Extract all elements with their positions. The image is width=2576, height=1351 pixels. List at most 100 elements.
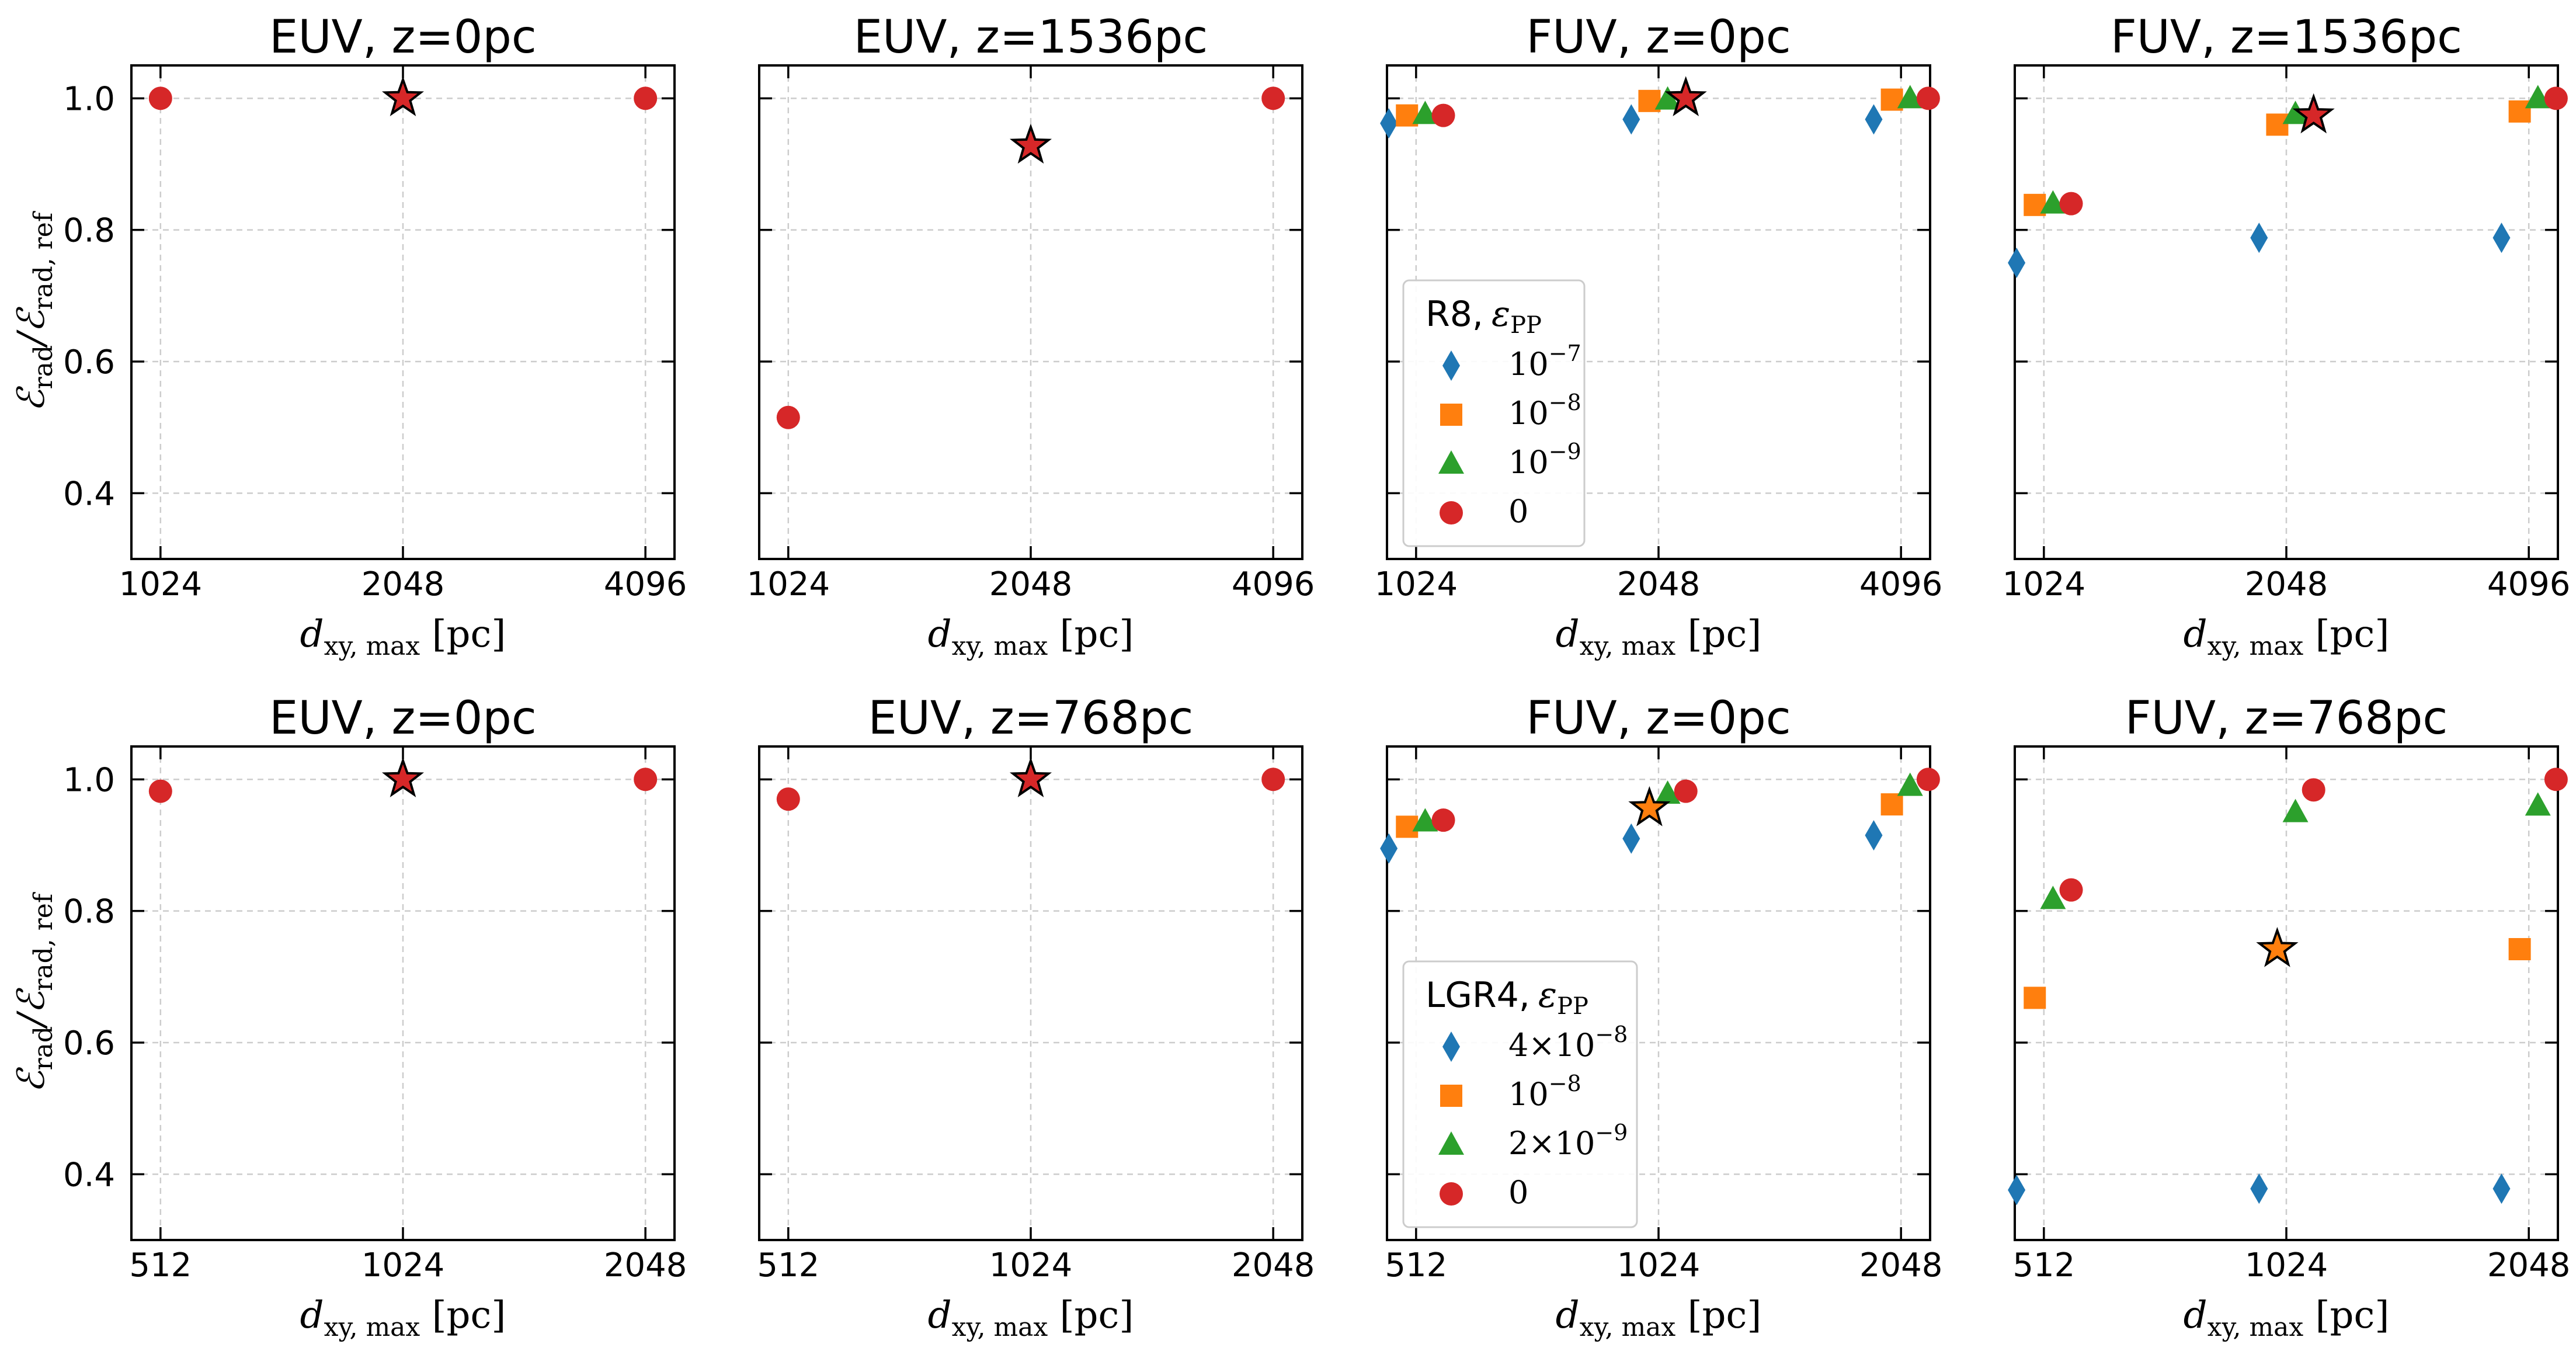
triangle-marker xyxy=(1654,780,1681,804)
star-reference-marker xyxy=(381,757,425,798)
triangle-legend-marker xyxy=(1438,450,1464,474)
triangle-marker xyxy=(2040,885,2066,909)
axes-frame xyxy=(1386,745,1931,1241)
panel-7: FUV, z=0pc 512 1024 2048 dxy, max [pc] LGR4, ε… xyxy=(1380,692,1942,1342)
panel-title: FUV, z=768pc xyxy=(2125,692,2448,745)
triangle-marker xyxy=(2040,190,2066,214)
y-tick-label: 1.0 xyxy=(63,80,115,118)
square-marker xyxy=(2508,938,2531,961)
axes-frame xyxy=(2014,64,2559,560)
circle-marker xyxy=(2059,192,2083,216)
diamond-legend-marker xyxy=(1442,350,1460,381)
panel-6: EUV, z=768pc 512 1024 2048 dxy, max [pc] xyxy=(757,692,1315,1342)
circle-marker xyxy=(1916,86,1940,110)
x-axis-label: dxy, max [pc] xyxy=(300,613,506,661)
x-tick-label: 4096 xyxy=(604,565,687,603)
diamond-marker xyxy=(2250,1173,2268,1204)
legend-entry-label: 0 xyxy=(1508,1174,1528,1211)
panel-title: EUV, z=0pc xyxy=(269,11,537,64)
circle-marker xyxy=(1431,808,1455,832)
square-legend-marker xyxy=(1440,404,1462,426)
legend-title: LGR4, εPP xyxy=(1426,975,1588,1020)
star-reference-marker xyxy=(2292,93,2335,134)
panel-title: EUV, z=1536pc xyxy=(854,11,1208,64)
x-tick-label: 2048 xyxy=(1232,1246,1315,1284)
x-axis-label: dxy, max [pc] xyxy=(2184,1294,2390,1342)
circle-marker xyxy=(1261,767,1285,791)
star-reference-marker xyxy=(1664,76,1707,117)
x-tick-label: 2048 xyxy=(604,1246,687,1284)
x-tick-label: 512 xyxy=(2012,1246,2075,1284)
square-marker xyxy=(2266,113,2289,136)
triangle-marker xyxy=(1654,86,1681,110)
circle-marker xyxy=(1674,779,1698,803)
x-tick-label: 2048 xyxy=(1617,565,1701,603)
diamond-marker xyxy=(1622,823,1640,854)
diamond-legend-marker xyxy=(1442,1032,1460,1062)
x-tick-label: 2048 xyxy=(2487,1246,2571,1284)
star-reference-marker xyxy=(1009,757,1052,798)
legend-entry-label: 0 xyxy=(1508,493,1528,530)
diamond-marker xyxy=(2492,223,2511,253)
panel-2: EUV, z=1536pc 1024 2048 4096 dxy, max [pc] xyxy=(747,11,1315,661)
axes-frame xyxy=(130,745,676,1241)
legend-entry-label: 10−9 xyxy=(1508,439,1581,481)
diamond-marker xyxy=(1865,820,1883,851)
circle-marker xyxy=(2302,778,2325,802)
axes-frame xyxy=(130,64,676,560)
panel-8: FUV, z=768pc 512 1024 2048 dxy, max [pc] xyxy=(2008,692,2570,1342)
y-tick-label: 0.4 xyxy=(63,475,115,513)
circle-marker xyxy=(1431,103,1455,127)
triangle-marker xyxy=(2525,85,2551,109)
circle-marker xyxy=(776,787,800,811)
x-tick-label: 512 xyxy=(129,1246,192,1284)
x-axis-label: dxy, max [pc] xyxy=(300,1294,506,1342)
x-tick-label: 2048 xyxy=(361,565,445,603)
x-tick-label: 1024 xyxy=(2245,1246,2328,1284)
axes-frame xyxy=(758,745,1303,1241)
square-legend-marker xyxy=(1440,1085,1462,1107)
panel-title: EUV, z=0pc xyxy=(269,692,537,745)
legend-entry-label: 10−7 xyxy=(1508,341,1581,383)
x-tick-label: 2048 xyxy=(2245,565,2328,603)
panel-title: EUV, z=768pc xyxy=(868,692,1194,745)
circle-marker xyxy=(634,767,658,791)
x-tick-label: 4096 xyxy=(2487,565,2571,603)
circle-marker xyxy=(148,86,172,110)
diamond-marker xyxy=(1622,104,1640,135)
legend-box xyxy=(1402,279,1586,547)
x-axis-label: dxy, max [pc] xyxy=(928,613,1134,661)
diamond-marker xyxy=(1380,108,1398,139)
panel-1: EUV, z=0pc 1024 2048 4096 dxy, max [pc] 0.4 0.… xyxy=(10,11,687,661)
y-tick-label: 0.4 xyxy=(63,1156,115,1194)
triangle-marker xyxy=(2282,100,2309,124)
panel-5: EUV, z=0pc 512 1024 2048 dxy, max [pc] 0.4 0.6… xyxy=(10,692,687,1342)
triangle-marker xyxy=(1412,100,1438,124)
circle-marker xyxy=(148,779,172,803)
legend-entry-label: 10−8 xyxy=(1508,390,1581,432)
x-tick-label: 1024 xyxy=(2003,565,2086,603)
star-reference-marker xyxy=(2256,927,2299,967)
x-tick-label: 2048 xyxy=(989,565,1073,603)
x-tick-label: 1024 xyxy=(361,1246,445,1284)
panel-3: FUV, z=0pc 1024 2048 4096 dxy, max [pc] R8, εP… xyxy=(1375,11,1943,661)
circle-legend-marker xyxy=(1440,501,1463,525)
triangle-marker xyxy=(2282,798,2309,822)
y-tick-label: 0.8 xyxy=(63,893,115,931)
y-axis-label: ℰrad/ℰrad, ref xyxy=(10,892,58,1093)
square-marker xyxy=(2508,100,2531,123)
star-reference-marker xyxy=(381,76,425,117)
panel-title: FUV, z=0pc xyxy=(1526,692,1791,745)
x-tick-label: 4096 xyxy=(1232,565,1315,603)
triangle-marker xyxy=(1897,85,1923,109)
y-tick-label: 1.0 xyxy=(63,761,115,799)
circle-legend-marker xyxy=(1440,1182,1463,1206)
legend-box xyxy=(1402,960,1638,1228)
square-marker xyxy=(1880,793,1903,816)
y-tick-label: 0.8 xyxy=(63,212,115,250)
panel-4: FUV, z=1536pc 1024 2048 4096 dxy, max [pc] xyxy=(2003,11,2571,661)
y-tick-label: 0.6 xyxy=(63,1024,115,1062)
diamond-marker xyxy=(2008,1175,2026,1206)
x-tick-label: 512 xyxy=(757,1246,819,1284)
